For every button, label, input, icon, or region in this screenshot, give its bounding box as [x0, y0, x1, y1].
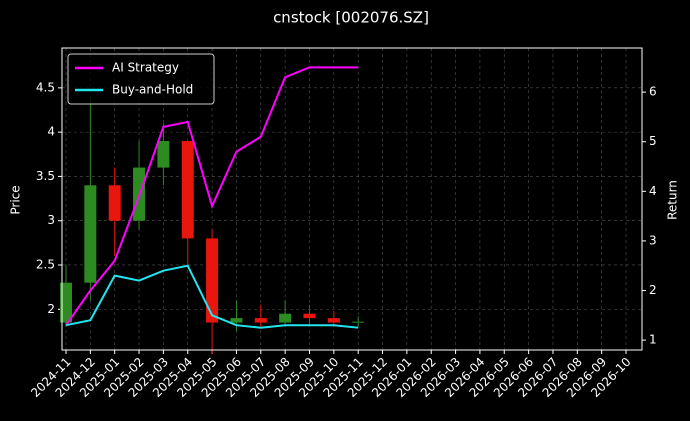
legend-label: Buy-and-Hold: [112, 83, 193, 97]
line: [65, 264, 359, 329]
y2-tick-label: 6: [649, 85, 657, 99]
candle-body: [206, 238, 219, 323]
candle-body: [108, 185, 121, 221]
legend-label: AI Strategy: [112, 61, 179, 75]
candle-body: [157, 140, 170, 168]
y2-tick-label: 1: [649, 333, 657, 347]
y-tick-label: 2: [47, 302, 55, 316]
y2-tick-label: 3: [649, 233, 657, 247]
y2-tick-label: 2: [649, 283, 657, 297]
y-tick-label: 3.5: [36, 169, 55, 183]
y-axis-label: Price: [9, 185, 23, 214]
line: [65, 66, 359, 326]
candle-body: [279, 313, 292, 323]
y2-tick-label: 4: [649, 184, 657, 198]
y-tick-label: 3: [47, 213, 55, 227]
y-tick-label: 4: [47, 125, 55, 139]
plot-frame: [61, 47, 643, 351]
y2-tick-label: 5: [649, 134, 657, 148]
candle-body: [327, 318, 340, 323]
legend-box: [67, 53, 215, 105]
y-tick-label: 4.5: [36, 80, 55, 94]
y-tick-label: 2.5: [36, 257, 55, 271]
y2-axis-label: Return: [666, 180, 680, 220]
candle-body: [84, 185, 97, 283]
chart-title: cnstock [002076.SZ]: [273, 9, 429, 27]
candle-body: [352, 321, 365, 323]
candle-body: [303, 313, 316, 319]
candle-body: [254, 318, 267, 323]
candle-body: [60, 282, 72, 323]
candle-body: [230, 318, 243, 323]
candle-body: [181, 140, 194, 239]
